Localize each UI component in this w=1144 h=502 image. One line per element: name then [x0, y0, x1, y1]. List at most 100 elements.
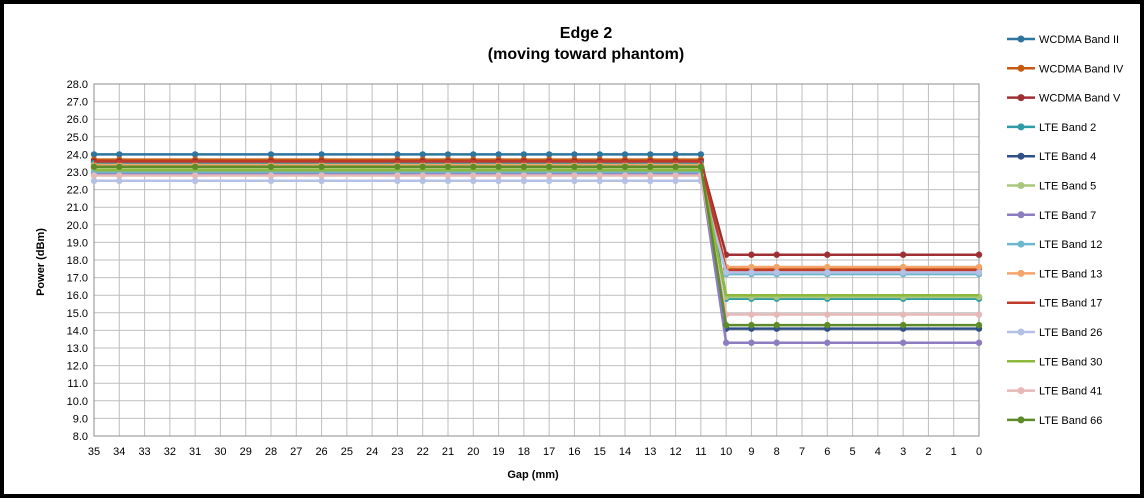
- series-line: [94, 170, 979, 276]
- data-point: [975, 311, 983, 318]
- legend-label: WCDMA Band II: [1039, 34, 1119, 46]
- legend-label: LTE Band 4: [1039, 151, 1096, 163]
- data-point: [571, 151, 578, 158]
- x-tick-label: 30: [214, 446, 226, 458]
- x-tick-label: 0: [976, 446, 982, 458]
- data-point: [394, 172, 401, 179]
- x-tick-label: 15: [594, 446, 606, 458]
- data-point: [621, 177, 629, 184]
- y-tick-label: 25.0: [67, 132, 88, 144]
- data-point: [419, 172, 426, 179]
- legend-label: LTE Band 26: [1039, 327, 1102, 339]
- data-point: [773, 311, 780, 318]
- data-point: [267, 177, 275, 184]
- data-point: [824, 321, 831, 329]
- x-tick-label: 19: [492, 446, 504, 458]
- series-line: [94, 158, 979, 271]
- y-tick-label: 11.0: [67, 378, 88, 390]
- data-point: [191, 163, 199, 170]
- data-point: [116, 151, 123, 158]
- series-line: [94, 168, 979, 297]
- data-point: [824, 339, 831, 346]
- data-point: [773, 251, 780, 258]
- data-point: [470, 177, 477, 184]
- x-tick-label: 18: [518, 446, 530, 458]
- y-tick-label: 24.0: [67, 149, 88, 161]
- x-tick-label: 14: [619, 446, 631, 458]
- legend-label: LTE Band 7: [1039, 210, 1096, 222]
- data-point: [444, 151, 452, 158]
- legend-label: LTE Band 2: [1039, 122, 1096, 134]
- data-point: [520, 163, 528, 170]
- series-line: [94, 179, 979, 274]
- data-point: [748, 251, 755, 258]
- data-point: [748, 339, 755, 346]
- data-point: [773, 321, 780, 329]
- data-point: [90, 177, 98, 184]
- data-point: [647, 177, 654, 184]
- data-point: [748, 263, 755, 271]
- x-tick-label: 24: [366, 446, 378, 458]
- data-point: [722, 269, 730, 276]
- y-tick-label: 15.0: [67, 308, 88, 320]
- data-point: [90, 151, 98, 158]
- legend-marker: [1017, 269, 1025, 277]
- data-point: [545, 177, 553, 184]
- data-point: [748, 269, 755, 276]
- data-point: [773, 339, 780, 346]
- axes: 8.09.010.011.012.013.014.015.016.017.018…: [67, 79, 982, 458]
- y-tick-label: 22.0: [67, 185, 88, 197]
- y-tick-label: 27.0: [67, 97, 88, 109]
- y-tick-label: 10.0: [67, 396, 88, 408]
- data-point: [596, 172, 603, 179]
- plot-area-border: [93, 83, 980, 437]
- data-point: [191, 172, 199, 179]
- data-point: [90, 172, 98, 179]
- series-lines: [90, 151, 983, 346]
- x-tick-label: 34: [113, 446, 125, 458]
- data-point: [419, 177, 426, 184]
- data-point: [318, 163, 325, 170]
- x-tick-label: 9: [748, 446, 754, 458]
- data-point: [672, 163, 679, 170]
- data-point: [470, 172, 477, 179]
- data-point: [470, 163, 477, 170]
- x-axis-label: Gap (mm): [507, 469, 559, 481]
- legend-label: WCDMA Band IV: [1039, 63, 1124, 75]
- data-point: [394, 177, 401, 184]
- data-point: [975, 269, 983, 276]
- data-point: [722, 321, 730, 329]
- x-tick-label: 23: [391, 446, 403, 458]
- x-tick-label: 6: [824, 446, 830, 458]
- x-tick-label: 20: [467, 446, 479, 458]
- data-point: [394, 151, 401, 158]
- x-tick-label: 12: [669, 446, 681, 458]
- data-point: [899, 339, 907, 346]
- data-point: [824, 311, 831, 318]
- series-line: [94, 161, 979, 300]
- x-tick-label: 10: [720, 446, 732, 458]
- data-point: [975, 321, 983, 329]
- legend-label: LTE Band 5: [1039, 181, 1096, 193]
- legend: WCDMA Band II WCDMA Band IV WCDMA Band V LT…: [1007, 34, 1124, 427]
- data-point: [824, 263, 831, 271]
- legend-label: LTE Band 12: [1039, 239, 1102, 251]
- data-point: [495, 177, 502, 184]
- legend-marker: [1017, 182, 1025, 189]
- data-point: [647, 172, 654, 179]
- legend-label: WCDMA Band V: [1039, 93, 1121, 105]
- line-chart: Edge 2 (moving toward phantom) Gap (mm) …: [35, 25, 1124, 481]
- data-point: [773, 263, 780, 271]
- data-point: [444, 177, 452, 184]
- data-point: [621, 172, 629, 179]
- x-tick-label: 21: [442, 446, 454, 458]
- y-tick-label: 13.0: [67, 343, 88, 355]
- y-tick-label: 17.0: [67, 273, 88, 285]
- legend-marker: [1017, 64, 1025, 72]
- data-point: [116, 177, 123, 184]
- x-tick-label: 31: [189, 446, 201, 458]
- y-tick-label: 14.0: [67, 325, 88, 337]
- x-tick-label: 8: [774, 446, 780, 458]
- data-point: [748, 311, 755, 318]
